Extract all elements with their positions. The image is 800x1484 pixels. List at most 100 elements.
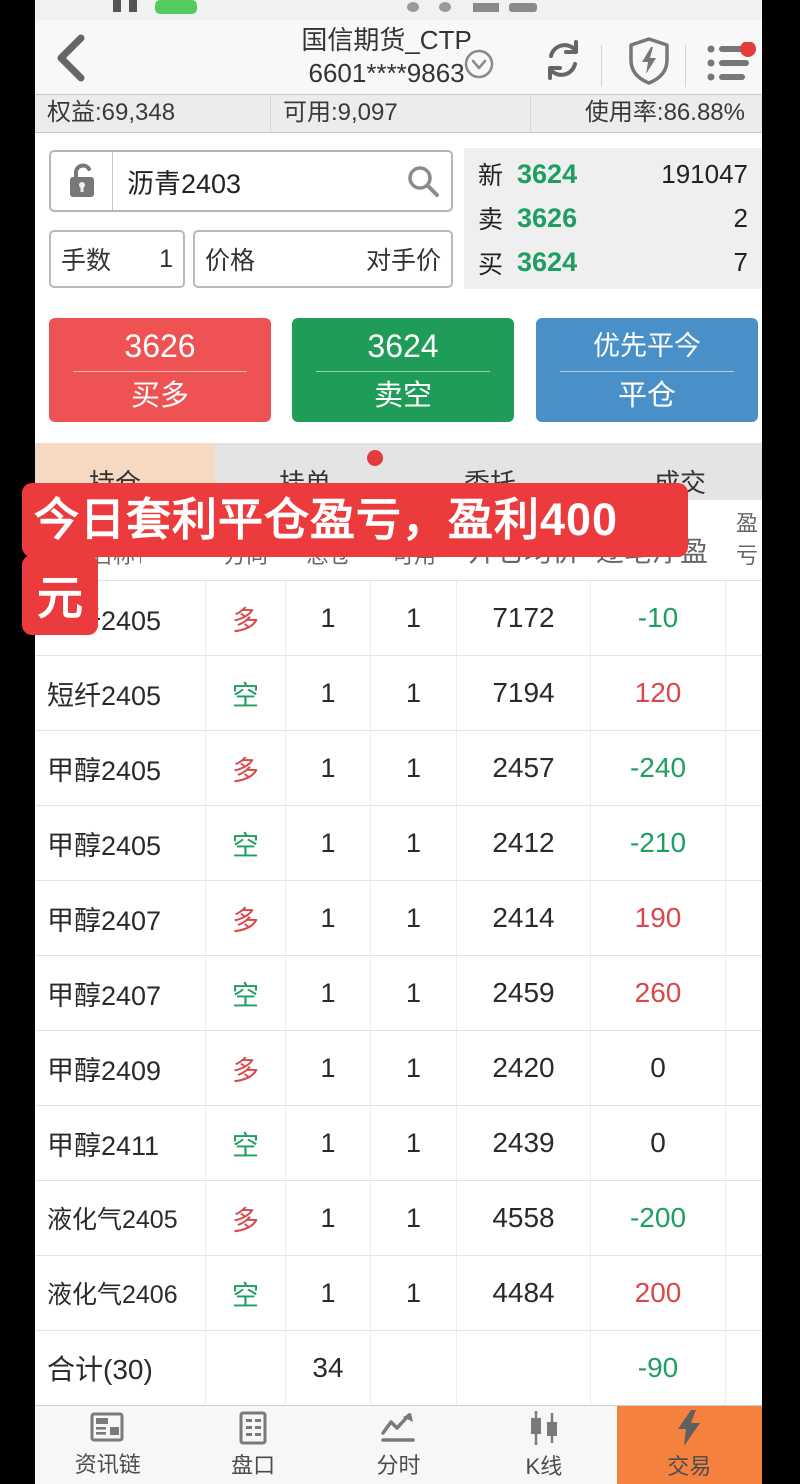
account-title[interactable]: 国信期货_CTP 6601****9863	[301, 24, 471, 90]
volume: 191047	[661, 158, 748, 189]
cell-open-price: 7172	[457, 581, 591, 655]
status-notify-icon	[407, 2, 419, 12]
status-time-glyph	[129, 0, 137, 12]
cell-open-price: 2459	[457, 956, 591, 1030]
pnl-value: -210	[629, 827, 687, 858]
pnl-banner-line2: 元	[22, 555, 98, 635]
quote-row-ask: 卖 3626 2	[464, 196, 762, 240]
table-row[interactable]: 甲醇2411 空 1 1 2439 0	[35, 1105, 762, 1180]
cell-open-price: 2414	[457, 881, 591, 955]
broker-name: 国信期货_CTP	[301, 25, 472, 55]
table-row[interactable]: 甲醇2407 空 1 1 2459 260	[35, 955, 762, 1030]
divider	[560, 370, 734, 372]
direction-value: 多	[232, 1055, 259, 1086]
sell-short-button[interactable]: 3624 卖空	[292, 318, 514, 422]
cell-direction: 多	[206, 731, 286, 805]
cell-available: 1	[371, 581, 457, 655]
table-row[interactable]: 甲醇2409 多 1 1 2420 0	[35, 1030, 762, 1105]
close-position-button[interactable]: 优先平今 平仓	[536, 318, 758, 422]
cell-contract: 液化气2406	[35, 1256, 206, 1330]
nav-item-kline[interactable]: K线	[471, 1406, 616, 1484]
table-row[interactable]: 甲醇2405 多 1 1 2457 -240	[35, 730, 762, 805]
cell-available: 1	[371, 956, 457, 1030]
table-row[interactable]: 甲醇2405 空 1 1 2412 -210	[35, 805, 762, 880]
nav-item-timeline[interactable]: 分时	[326, 1406, 471, 1484]
table-row[interactable]: 短纤2405 空 1 1 7194 120	[35, 655, 762, 730]
contract-search-input[interactable]: 沥青2403	[127, 168, 242, 199]
divider	[685, 45, 686, 87]
cell-pnl: -210	[591, 806, 726, 880]
cell-open-price: 4484	[457, 1256, 591, 1330]
refresh-icon[interactable]	[541, 38, 585, 82]
cell-extra	[726, 1106, 762, 1180]
back-icon[interactable]	[49, 32, 93, 84]
cell-contract: 短纤2405	[35, 656, 206, 730]
lots-input[interactable]: 手数 1	[49, 230, 185, 288]
status-green-indicator	[155, 0, 197, 14]
cell-available: 1	[371, 806, 457, 880]
pnl-value: 200	[634, 1277, 682, 1308]
equity-value: 权益:69,348	[47, 99, 176, 126]
quote-panel[interactable]: 新 3624 191047 卖 3626 2 买 3624 7	[464, 148, 762, 289]
nav-label: 分时	[376, 1453, 421, 1478]
total-label: 合计(30)	[35, 1331, 206, 1405]
sell-label: 卖空	[373, 379, 432, 412]
cell-direction: 空	[206, 956, 286, 1030]
buy-label: 买多	[130, 379, 189, 412]
direction-value: 空	[232, 1280, 259, 1311]
trade-buttons-row: 3626 买多 3624 卖空 优先平今 平仓	[35, 300, 762, 443]
nav-label: K线	[525, 1454, 563, 1479]
cell-extra	[726, 1181, 762, 1255]
direction-value: 空	[232, 830, 259, 861]
cell-open-price: 4558	[457, 1181, 591, 1255]
buy-price: 3626	[124, 327, 196, 364]
cell-contract: 甲醇2407	[35, 881, 206, 955]
nav-item-trade[interactable]: 交易	[616, 1406, 762, 1484]
lightning-icon	[678, 1410, 701, 1446]
table-row[interactable]: 短纤2405 多 1 1 7172 -10	[35, 580, 762, 655]
unlock-icon	[69, 163, 94, 197]
cell-available: 1	[371, 656, 457, 730]
cell-direction: 多	[206, 581, 286, 655]
direction-value: 多	[232, 755, 259, 786]
nav-item-news[interactable]: 资讯链	[35, 1406, 180, 1484]
ask-price: 3626	[517, 202, 578, 233]
cell-available: 1	[371, 1181, 457, 1255]
pnl-banner-line1: 今日套利平仓盈亏，盈利400	[22, 483, 688, 557]
list-menu-icon[interactable]	[707, 42, 757, 84]
pnl-value: -10	[637, 602, 679, 633]
cell-extra	[726, 1331, 762, 1405]
cell-direction: 空	[206, 656, 286, 730]
table-row[interactable]: 液化气2405 多 1 1 4558 -200	[35, 1180, 762, 1255]
cell-contract: 甲醇2405	[35, 731, 206, 805]
cell-open-price: 7194	[457, 656, 591, 730]
table-row[interactable]: 液化气2406 空 1 1 4484 200	[35, 1255, 762, 1330]
search-icon[interactable]	[405, 163, 441, 199]
status-time-glyph	[113, 0, 121, 12]
shield-lightning-icon[interactable]	[625, 36, 673, 86]
cell-direction: 多	[206, 1031, 286, 1105]
buy-long-button[interactable]: 3626 买多	[49, 318, 271, 422]
status-battery-icon	[509, 3, 537, 12]
nav-label: 交易	[667, 1454, 712, 1479]
direction-value: 多	[232, 905, 259, 936]
positions-table: 合约名称↑ 方向 总仓 可用 开仓均价 逐笔浮盈 盈亏 短纤2405 多 1 1…	[35, 500, 762, 1405]
total-position: 34	[286, 1331, 371, 1405]
cell-extra	[726, 806, 762, 880]
cell-pnl: 200	[591, 1256, 726, 1330]
pnl-value: 190	[634, 902, 682, 933]
cell-open-price: 2412	[457, 806, 591, 880]
chevron-down-icon[interactable]	[463, 48, 495, 80]
price-input[interactable]: 价格 对手价	[193, 230, 453, 288]
status-signal-icon	[473, 3, 499, 12]
table-total-row: 合计(30) 34 -90	[35, 1330, 762, 1405]
order-panel: 沥青2403 手数 1 价格 对手价 新 3624 191047 卖 3626 …	[35, 133, 762, 300]
table-row[interactable]: 甲醇2407 多 1 1 2414 190	[35, 880, 762, 955]
nav-label: 盘口	[231, 1453, 276, 1478]
contract-search-box[interactable]: 沥青2403	[49, 150, 453, 212]
news-icon	[90, 1412, 124, 1442]
divider	[73, 370, 247, 372]
lock-toggle[interactable]	[51, 152, 113, 210]
nav-item-orderbook[interactable]: 盘口	[180, 1406, 325, 1484]
total-open-price	[457, 1331, 591, 1405]
